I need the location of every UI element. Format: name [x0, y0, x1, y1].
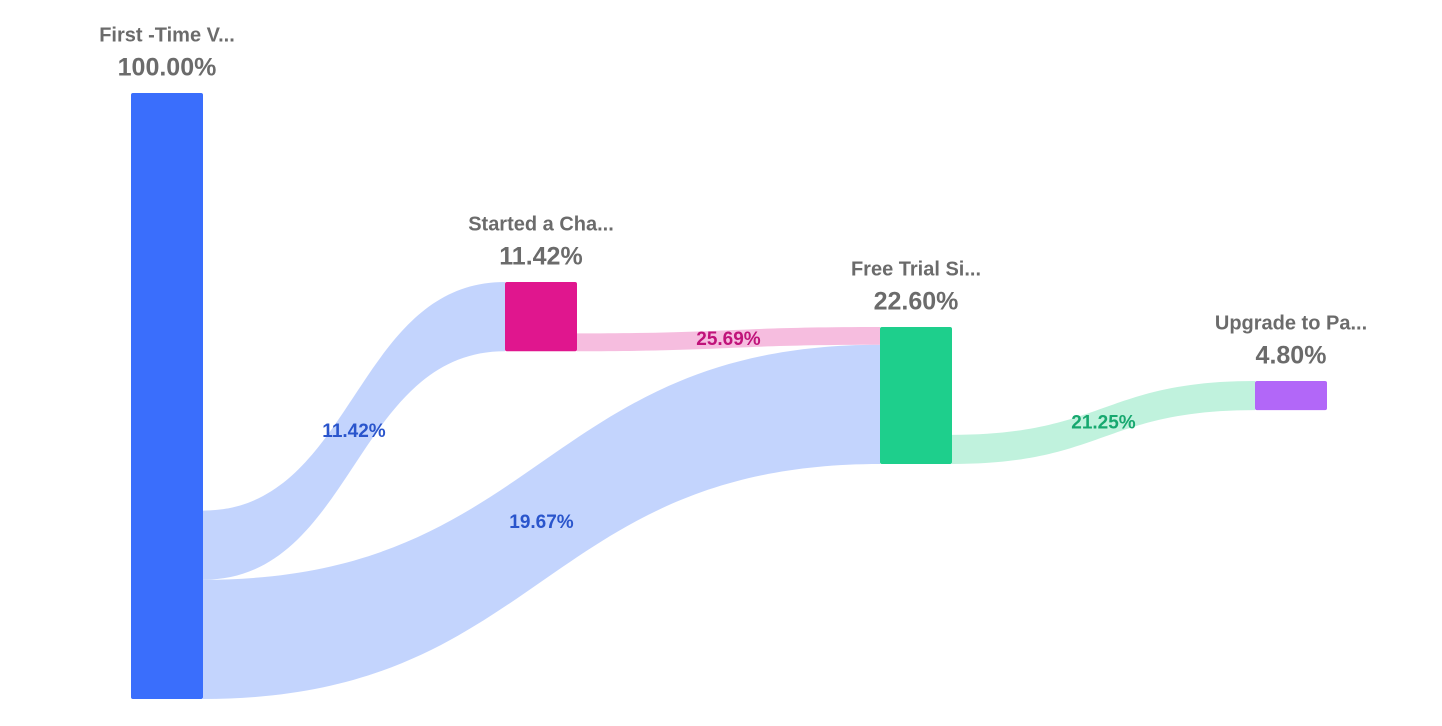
node-value: 100.00%	[118, 54, 217, 82]
node-value: 11.42%	[499, 243, 582, 271]
link	[952, 381, 1255, 464]
node-name: First -Time V...	[99, 24, 235, 46]
node	[1255, 381, 1327, 411]
link-label: 19.67%	[509, 512, 574, 533]
link	[203, 344, 880, 699]
link-label: 11.42%	[322, 421, 385, 442]
link	[203, 282, 505, 580]
node	[131, 93, 203, 699]
link-label: 25.69%	[696, 329, 761, 350]
node	[880, 327, 952, 464]
node-name: Started a Cha...	[468, 213, 614, 235]
node-name: Upgrade to Pa...	[1215, 312, 1367, 334]
node-value: 4.80%	[1256, 342, 1327, 370]
node	[505, 282, 577, 352]
link-label: 21.25%	[1071, 412, 1136, 433]
node-value: 22.60%	[874, 288, 959, 316]
link	[577, 327, 880, 352]
node-name: Free Trial Si...	[851, 258, 981, 280]
